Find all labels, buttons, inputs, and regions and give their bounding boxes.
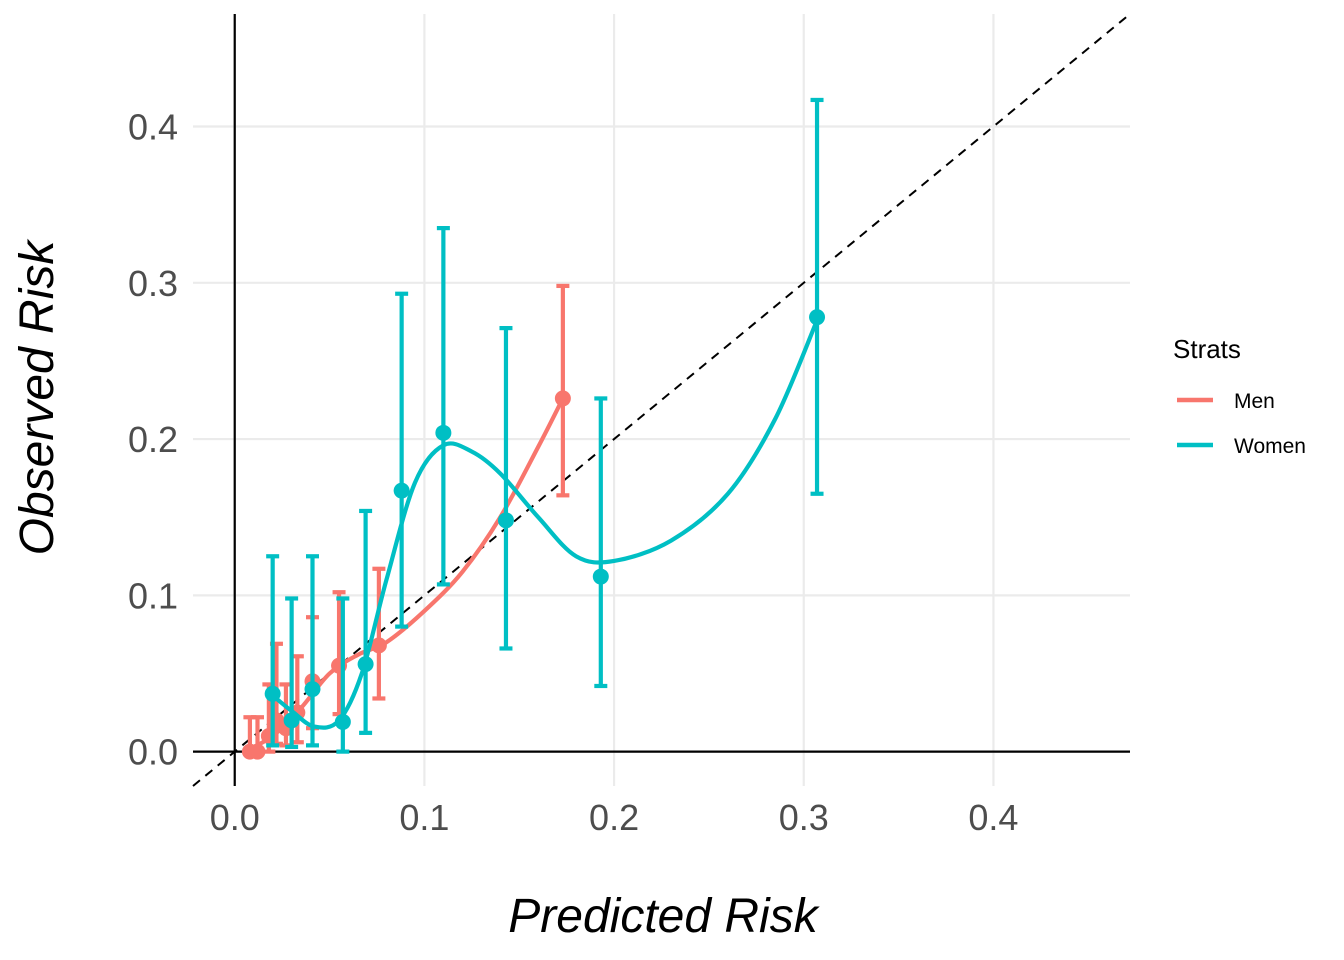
- series-layer: [241, 97, 826, 760]
- reference-diagonal: [192, 13, 1131, 787]
- men-point: [554, 390, 571, 407]
- legend-label-men: Men: [1234, 390, 1275, 413]
- men-point: [370, 637, 387, 654]
- y-tick-label: 0.4: [128, 107, 178, 148]
- x-tick-label: 0.4: [968, 797, 1018, 838]
- tick-labels: 0.0 0.1 0.2 0.3 0.4 0.0 0.1 0.2 0.3 0.4: [128, 107, 1019, 838]
- legend-label-women: Women: [1234, 435, 1306, 458]
- women-point: [304, 681, 321, 698]
- women-point: [283, 712, 300, 729]
- women-point: [357, 656, 374, 673]
- women-point: [497, 512, 514, 529]
- y-tick-label: 0.2: [128, 419, 178, 460]
- men-point: [249, 743, 266, 760]
- x-tick-label: 0.1: [399, 797, 449, 838]
- x-tick-label: 0.0: [210, 797, 260, 838]
- legend-title: Strats: [1173, 334, 1241, 364]
- women-point: [809, 309, 826, 326]
- women-point: [435, 424, 452, 441]
- x-tick-label: 0.2: [589, 797, 639, 838]
- women-point: [264, 685, 281, 702]
- y-tick-label: 0.3: [128, 263, 178, 304]
- reference-line: [192, 13, 1131, 787]
- women-point: [393, 482, 410, 499]
- y-tick-label: 0.0: [128, 732, 178, 773]
- y-axis-title: Observed Risk: [11, 238, 64, 556]
- women-point: [334, 713, 351, 730]
- x-tick-label: 0.3: [779, 797, 829, 838]
- x-axis-title: Predicted Risk: [508, 890, 820, 943]
- women-point: [592, 568, 609, 585]
- legend: Strats Men Women: [1173, 334, 1306, 458]
- y-tick-label: 0.1: [128, 575, 178, 616]
- series-women: [264, 97, 826, 754]
- women-smooth-curve: [267, 319, 819, 730]
